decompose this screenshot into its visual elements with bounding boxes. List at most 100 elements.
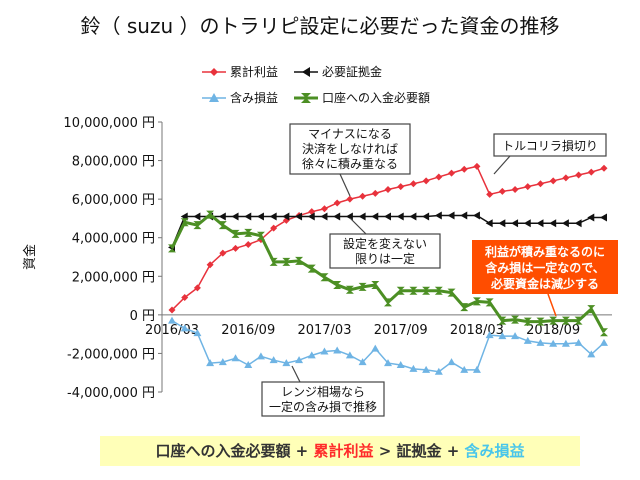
formula-plus-2: + xyxy=(441,442,465,460)
formula-required: 口座への入金必要額 xyxy=(155,442,291,460)
point-unrealized xyxy=(358,358,367,366)
point-unrealized xyxy=(434,367,443,375)
legend: 累計利益 必要証拠金 含み損益 口座への入金必要額 xyxy=(202,64,430,105)
point-margin xyxy=(371,212,379,221)
point-cumulative xyxy=(371,189,379,197)
point-required xyxy=(244,228,253,237)
point-cumulative xyxy=(359,192,367,200)
page-title: 鈴（ suzu ）のトラリピ設定に必要だった資金の推移 xyxy=(80,14,560,38)
point-unrealized xyxy=(409,364,418,372)
point-margin xyxy=(587,213,595,222)
callout-minus: マイナスになる 決済をしなければ 徐々に積み重なる xyxy=(289,123,411,197)
point-margin xyxy=(574,219,582,228)
legend-label-required: 口座への入金必要額 xyxy=(322,90,430,105)
point-required xyxy=(206,210,215,219)
point-required xyxy=(307,264,316,273)
point-cumulative xyxy=(384,186,392,193)
point-cumulative xyxy=(168,306,176,314)
callout-profit-line-1: 利益が積み重なるのに xyxy=(485,244,605,259)
series-unrealized xyxy=(168,316,608,375)
point-margin xyxy=(333,212,341,221)
point-margin xyxy=(384,212,391,221)
point-margin xyxy=(295,212,303,221)
point-margin xyxy=(307,212,315,221)
point-cumulative xyxy=(320,205,328,213)
x-tick-label: 2018/09 xyxy=(526,323,580,338)
point-unrealized xyxy=(295,356,304,364)
point-cumulative xyxy=(219,249,227,257)
legend-item-required: 口座への入金必要額 xyxy=(294,90,430,105)
point-cumulative xyxy=(460,165,468,173)
point-margin xyxy=(561,219,569,228)
callout-profit: 利益が積み重なるのに 含み損は一定なので、 必要資金は減少する xyxy=(472,240,618,317)
point-required xyxy=(498,316,507,325)
point-required xyxy=(371,280,380,289)
x-tick-label: 2017/03 xyxy=(297,323,351,338)
point-cumulative xyxy=(435,173,443,181)
point-required xyxy=(396,286,405,295)
point-unrealized xyxy=(561,339,570,347)
point-cumulative xyxy=(587,168,595,176)
point-required xyxy=(447,288,456,297)
point-margin xyxy=(409,212,417,221)
point-unrealized xyxy=(180,324,189,332)
formula-unrealized: 含み損益 xyxy=(464,442,525,460)
series-cumulative xyxy=(168,162,608,314)
point-cumulative xyxy=(486,190,494,198)
point-unrealized xyxy=(600,338,608,346)
series-margin xyxy=(168,211,607,252)
point-unrealized xyxy=(206,359,215,367)
point-margin xyxy=(460,211,468,220)
point-unrealized xyxy=(536,338,545,346)
point-required xyxy=(600,328,608,337)
point-cumulative xyxy=(562,174,570,182)
formula-plus-1: + xyxy=(290,442,314,460)
point-required xyxy=(295,256,304,265)
point-unrealized xyxy=(333,346,342,354)
point-required xyxy=(358,282,367,291)
x-tick-label: 2017/09 xyxy=(374,323,428,338)
point-required xyxy=(536,317,545,326)
point-cumulative xyxy=(549,177,557,185)
formula-cumulative: 累計利益 xyxy=(313,442,374,460)
point-margin xyxy=(511,219,519,228)
legend-item-unrealized: 含み損益 xyxy=(202,90,278,105)
point-unrealized xyxy=(396,361,405,368)
point-unrealized xyxy=(523,336,532,344)
point-unrealized xyxy=(231,354,240,362)
point-cumulative xyxy=(346,195,354,203)
point-cumulative xyxy=(181,294,189,301)
point-required xyxy=(231,229,240,238)
point-cumulative xyxy=(232,244,240,252)
point-margin xyxy=(549,219,557,228)
callout-minus-line-1: マイナスになる xyxy=(308,127,392,141)
point-cumulative xyxy=(536,180,544,188)
point-required xyxy=(511,315,520,324)
point-unrealized xyxy=(307,351,316,359)
y-tick-label: 10,000,000 円 xyxy=(63,116,155,131)
point-required xyxy=(180,218,189,227)
point-unrealized xyxy=(193,329,202,337)
point-cumulative xyxy=(422,177,430,185)
point-margin xyxy=(244,212,252,221)
point-unrealized xyxy=(485,331,494,339)
point-required xyxy=(587,305,596,314)
point-unrealized xyxy=(422,365,431,373)
point-required xyxy=(384,298,392,307)
point-required xyxy=(282,257,291,266)
point-unrealized xyxy=(244,361,253,368)
point-required xyxy=(409,286,418,295)
callout-minus-line-2: 決済をしなければ xyxy=(302,141,398,156)
callout-setting-line-2: 限りは一定 xyxy=(355,251,415,266)
y-tick-label: 0 円 xyxy=(130,309,155,324)
y-axis-label: 資金 xyxy=(22,244,38,270)
y-tick-label: 8,000,000 円 xyxy=(72,155,155,170)
point-required xyxy=(460,303,469,312)
point-required xyxy=(168,244,176,253)
point-required xyxy=(549,316,558,325)
point-cumulative xyxy=(448,169,456,177)
point-unrealized xyxy=(384,359,392,367)
point-margin xyxy=(536,219,544,228)
point-required xyxy=(574,316,583,325)
